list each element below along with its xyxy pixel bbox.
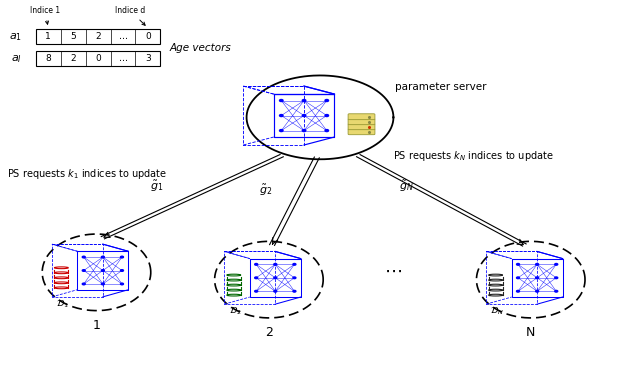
FancyBboxPatch shape <box>348 119 375 125</box>
Text: $\cdots$: $\cdots$ <box>118 32 128 41</box>
Text: $\mathcal{D}_N$: $\mathcal{D}_N$ <box>490 306 504 317</box>
Text: 1: 1 <box>45 32 51 41</box>
Text: 2: 2 <box>95 32 101 41</box>
Text: $\tilde{g}_2$: $\tilde{g}_2$ <box>259 183 273 198</box>
Circle shape <box>274 277 276 279</box>
Ellipse shape <box>488 274 502 276</box>
Circle shape <box>555 290 557 292</box>
Text: $a_1$: $a_1$ <box>9 31 22 43</box>
Text: $\mathcal{D}_1$: $\mathcal{D}_1$ <box>56 298 69 310</box>
Ellipse shape <box>227 289 241 291</box>
Text: $a_I$: $a_I$ <box>11 53 22 64</box>
Circle shape <box>555 264 557 265</box>
FancyBboxPatch shape <box>348 129 375 135</box>
Circle shape <box>325 115 328 116</box>
Circle shape <box>280 130 283 132</box>
Ellipse shape <box>227 274 241 276</box>
Text: 5: 5 <box>70 32 76 41</box>
Text: $\mathcal{D}_2$: $\mathcal{D}_2$ <box>228 306 241 317</box>
Ellipse shape <box>488 294 502 296</box>
Ellipse shape <box>54 277 68 279</box>
Text: $\tilde{g}_1$: $\tilde{g}_1$ <box>150 179 164 194</box>
Text: 0: 0 <box>95 54 101 63</box>
Circle shape <box>101 283 104 285</box>
Circle shape <box>302 100 306 101</box>
Circle shape <box>302 130 306 132</box>
Circle shape <box>516 277 520 279</box>
Text: parameter server: parameter server <box>396 82 487 93</box>
Circle shape <box>83 283 85 285</box>
Text: 8: 8 <box>45 54 51 63</box>
Text: PS requests $k_N$ indices to update: PS requests $k_N$ indices to update <box>394 149 554 163</box>
Circle shape <box>120 270 124 271</box>
Ellipse shape <box>227 284 241 286</box>
Circle shape <box>516 264 520 265</box>
Circle shape <box>101 256 104 258</box>
FancyBboxPatch shape <box>348 124 375 130</box>
Text: 0: 0 <box>145 32 151 41</box>
Circle shape <box>536 264 539 265</box>
Ellipse shape <box>54 282 68 284</box>
Text: 2: 2 <box>70 54 76 63</box>
Circle shape <box>516 290 520 292</box>
Circle shape <box>274 290 276 292</box>
Text: Indice 1: Indice 1 <box>30 6 60 24</box>
Circle shape <box>101 270 104 271</box>
Circle shape <box>293 277 296 279</box>
Circle shape <box>325 100 328 101</box>
Ellipse shape <box>54 267 68 269</box>
Circle shape <box>255 277 258 279</box>
Circle shape <box>325 130 328 132</box>
Text: PS requests $k_1$ indices to update: PS requests $k_1$ indices to update <box>7 167 167 181</box>
Text: N: N <box>526 326 536 339</box>
Circle shape <box>83 270 85 271</box>
Circle shape <box>274 264 276 265</box>
Circle shape <box>280 100 283 101</box>
Circle shape <box>293 264 296 265</box>
Ellipse shape <box>227 294 241 296</box>
Bar <box>36 51 161 66</box>
Text: $\cdots$: $\cdots$ <box>385 261 403 280</box>
Ellipse shape <box>488 284 502 286</box>
Text: Age vectors: Age vectors <box>170 43 232 53</box>
Circle shape <box>293 290 296 292</box>
Ellipse shape <box>54 272 68 274</box>
Ellipse shape <box>488 289 502 291</box>
Text: $\tilde{g}_N$: $\tilde{g}_N$ <box>399 179 413 194</box>
Circle shape <box>120 283 124 285</box>
Circle shape <box>302 115 306 116</box>
Circle shape <box>255 264 258 265</box>
Circle shape <box>120 256 124 258</box>
Text: $\cdots$: $\cdots$ <box>118 54 128 63</box>
FancyBboxPatch shape <box>348 114 375 120</box>
Text: 3: 3 <box>145 54 151 63</box>
Ellipse shape <box>54 287 68 289</box>
Text: 1: 1 <box>93 319 100 332</box>
Bar <box>36 29 161 44</box>
Circle shape <box>536 277 539 279</box>
Circle shape <box>83 256 85 258</box>
Circle shape <box>536 290 539 292</box>
Text: 2: 2 <box>265 326 273 339</box>
Circle shape <box>255 290 258 292</box>
Text: Indice d: Indice d <box>115 6 145 25</box>
Ellipse shape <box>488 279 502 281</box>
Ellipse shape <box>227 279 241 281</box>
Circle shape <box>555 277 557 279</box>
Circle shape <box>280 115 283 116</box>
